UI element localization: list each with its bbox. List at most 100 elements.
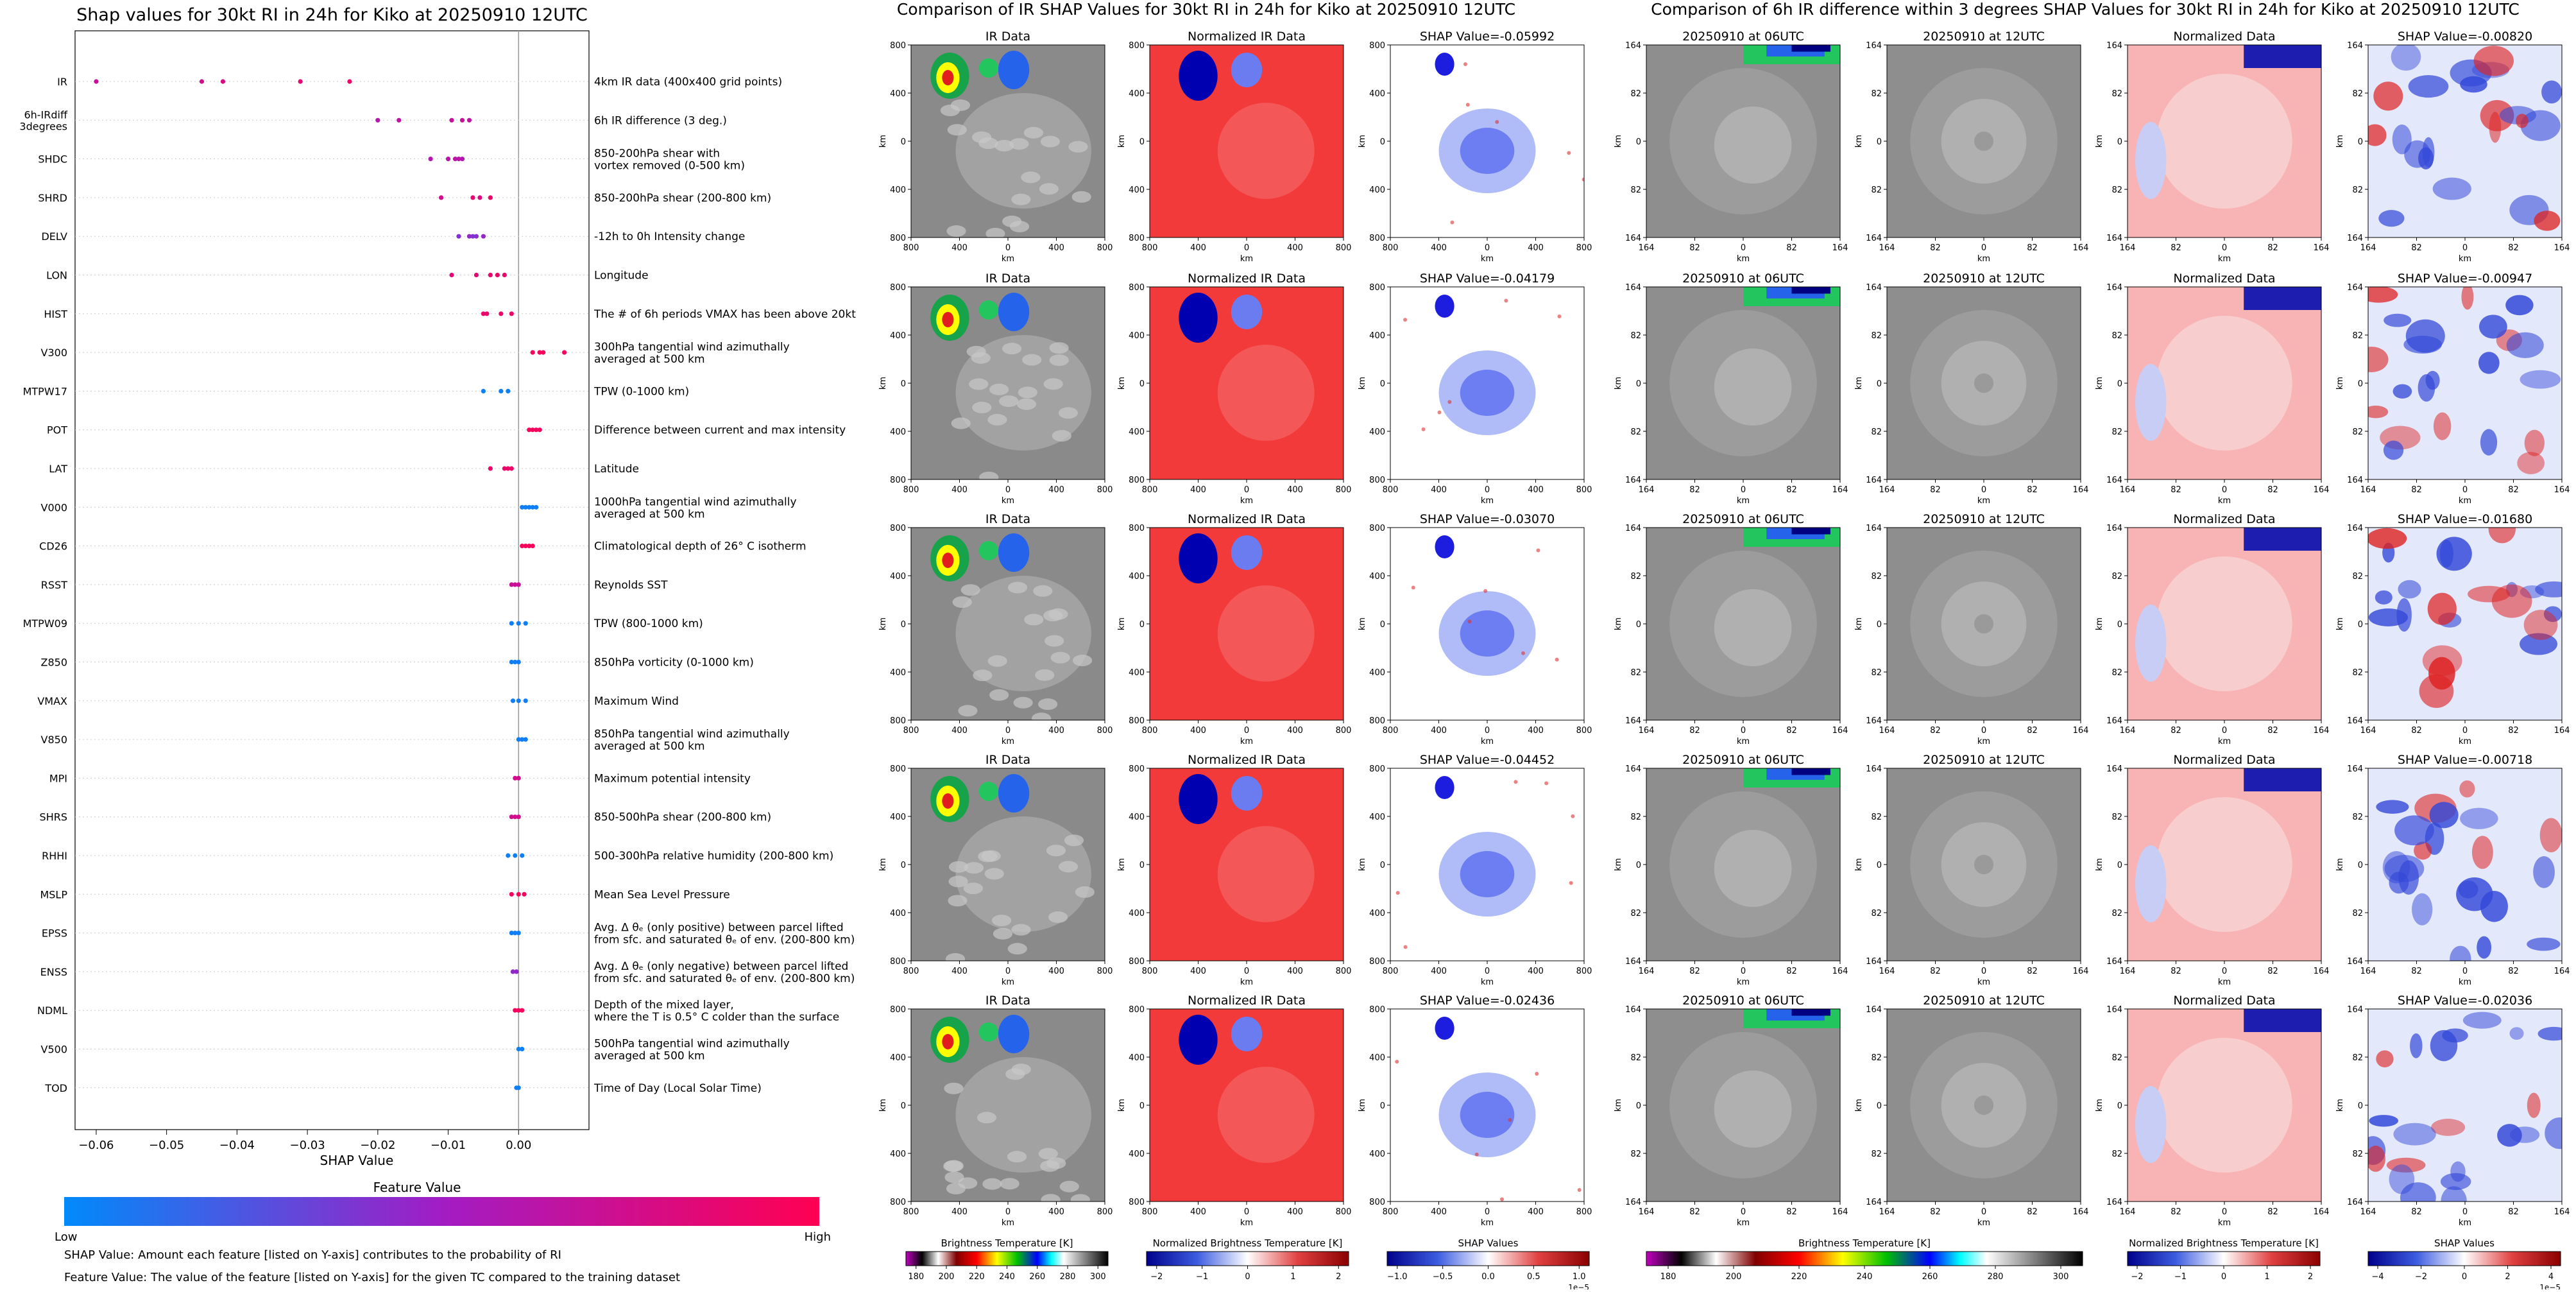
y-tick-label: 164 [2347,234,2363,243]
colorbar-title: Feature Value [373,1180,461,1195]
negative-anomaly [2244,45,2321,68]
shap-blob [2460,807,2498,829]
shap-blob [2543,606,2562,623]
ir-figure-title: Comparison of IR SHAP Values for 30kt RI… [897,0,1515,19]
subplot-title: 20250910 at 06UTC [1682,512,1804,526]
x-tick-label: 164 [2314,967,2330,976]
image-panel [1646,45,1840,237]
shap-blob [2404,140,2431,168]
feature-description: 4km IR data (400x400 grid points) [594,76,782,89]
y-tick-label: 0 [1380,1101,1385,1111]
subplot-title: IR Data [985,753,1030,767]
y-tick-label: 400 [1129,89,1145,99]
negative-anomaly [1179,1015,1218,1065]
colorbar-tick-label: −1.0 [1387,1272,1408,1282]
colorbar-tick-label: 0 [1245,1272,1250,1282]
y-axis-label: km [1854,858,1864,871]
y-tick-label: 164 [1625,234,1641,243]
subplot-title: SHAP Value=-0.02436 [1420,994,1555,1008]
negative-anomaly [1231,1017,1263,1051]
cloud-band [992,915,1012,927]
y-tick-label: 164 [1866,1005,1882,1015]
swirl-anomaly [2156,316,2292,451]
y-tick-label: 82 [1871,909,1882,918]
cloud-band [1058,407,1079,419]
image-panel [1150,45,1343,237]
shap-point [527,544,532,549]
y-axis-label: km [2095,1099,2104,1112]
y-tick-label: 400 [1129,1053,1145,1063]
x-tick-label: 0 [1981,1207,1986,1217]
negative-anomaly [1231,535,1263,570]
diff-ir-colorbar-label: Brightness Temperature [K] [1798,1237,1931,1249]
shap-blob [2480,890,2508,922]
negative-anomaly [2244,528,2321,551]
y-axis-label: km [878,377,888,390]
x-tick-label: 0 [1981,243,1986,253]
swirl-anomaly [1217,1067,1315,1163]
y-tick-label: 82 [1630,1053,1641,1063]
feature-label: 6h-IRdiff [24,108,68,121]
x-tick-label: 0 [1741,485,1746,495]
x-tick-label: 800 [1142,243,1158,253]
subplot-title: IR Data [985,512,1030,526]
shap-point [561,350,567,355]
y-tick-label: 800 [1129,41,1145,51]
x-tick-label: 400 [1287,243,1303,253]
colorbar-tick-label: 300 [2053,1272,2069,1282]
beeswarm-chart: Shap values for 30kt RI in 24h for Kiko … [19,5,856,1244]
irdiff-figure-title: Comparison of 6h IR difference within 3 … [1651,0,2520,19]
negative-shap [1435,535,1454,558]
y-tick-label: 164 [2106,283,2122,293]
x-tick-label: 800 [1383,726,1399,736]
shap-blob [2497,1124,2522,1147]
image-panel [2128,768,2321,961]
y-axis-label: km [2335,377,2345,390]
subplot-title: 20250910 at 06UTC [1682,30,1804,44]
y-axis-label: km [878,135,888,148]
cold-cloud-peak [942,793,954,809]
y-tick-label: 800 [1129,283,1145,293]
y-tick-label: 800 [890,716,906,726]
y-tick-label: 0 [901,861,906,870]
x-tick-label: 164 [1639,1207,1655,1217]
shap-point [502,272,507,278]
x-tick-label: 800 [1097,967,1113,976]
cloud-band [1018,386,1037,399]
colorbar-tick-label: 0 [2221,1272,2226,1282]
shap-blob [2393,1123,2436,1146]
negative-anomaly [2244,768,2321,791]
x-tick-label: 82 [2508,485,2519,495]
shap-point [473,272,479,278]
x-tick-label: 164 [2120,243,2136,253]
shap-blob [2471,836,2493,869]
y-tick-label: 164 [1625,524,1641,533]
y-tick-label: 82 [1871,89,1882,99]
shap-colorbar [1386,1251,1590,1266]
y-tick-label: 82 [2111,89,2122,99]
cold-cloud-peak [942,312,954,327]
shap-point [449,272,454,278]
x-tick-label: 0 [2222,1207,2227,1217]
shap-blob [2429,802,2459,829]
x-axis-label: km [1002,496,1014,506]
x-tick-label: 400 [1190,243,1206,253]
cloud-band [946,225,966,237]
cloud-band [1052,430,1071,442]
image-panel [1150,1009,1343,1202]
cloud-band [1058,861,1079,873]
x-axis-label: km [1481,737,1494,746]
cloud-band [1059,1180,1079,1193]
colorbar-low-label: Low [55,1230,77,1244]
shap-point [466,117,472,123]
cold-cloud-top [978,300,998,320]
positive-shap [1508,1117,1512,1122]
cold-cloud-top [978,1022,998,1042]
cloud-band [1045,635,1064,647]
cloud-band [1064,834,1084,847]
cloud-swirl [1714,1071,1792,1148]
colorbar-scale: 1e−5 [2539,1283,2561,1289]
y-tick-label: 400 [890,813,906,822]
subplot-title: Normalized IR Data [1188,30,1306,44]
colorbar-tick-label: −0.5 [1433,1272,1453,1282]
